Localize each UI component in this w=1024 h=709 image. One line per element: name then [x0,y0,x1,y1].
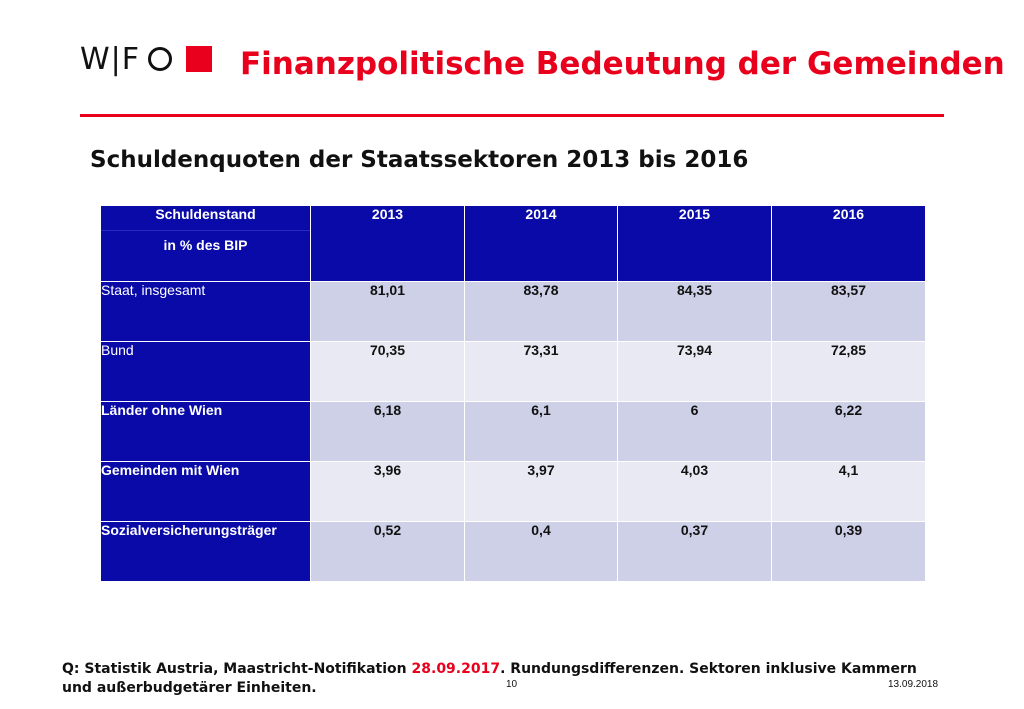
table-row: Gemeinden mit Wien 3,96 3,97 4,03 4,1 [100,461,926,522]
logo-text: W|F [80,41,141,77]
row-label: Länder ohne Wien [100,401,311,462]
cell-value: 72,85 [771,341,926,402]
logo-circle-icon [148,47,173,71]
row-label: Gemeinden mit Wien [100,461,311,522]
logo-square-icon [186,46,213,72]
table-row: Bund 70,35 73,31 73,94 72,85 [100,341,926,402]
cell-value: 84,35 [617,281,772,342]
page-number: 10 [506,679,518,690]
cell-value: 73,31 [464,341,618,402]
year-header: 2014 [464,205,618,282]
table-row: Sozialversicherungsträger 0,52 0,4 0,37 … [100,521,926,582]
source-note: Q: Statistik Austria, Maastricht-Notifik… [62,660,942,698]
cell-value: 4,03 [617,461,772,522]
row-label: Bund [100,341,311,402]
cell-value: 81,01 [310,281,465,342]
wifo-logo: W|F [80,41,213,77]
table-row: Länder ohne Wien 6,18 6,1 6 6,22 [100,401,926,462]
cell-value: 6,22 [771,401,926,462]
cell-value: 0,39 [771,521,926,582]
cell-value: 83,78 [464,281,618,342]
header-line1: Schuldenstand [155,206,256,222]
year-header: 2016 [771,205,926,282]
header-label-cell: Schuldenstand in % des BIP [100,205,311,282]
cell-value: 73,94 [617,341,772,402]
cell-value: 0,37 [617,521,772,582]
row-label: Sozialversicherungsträger [100,521,311,582]
row-label: Staat, insgesamt [100,281,311,342]
debt-ratio-table: Schuldenstand in % des BIP 2013 2014 201… [100,205,926,582]
table-header-row: Schuldenstand in % des BIP 2013 2014 201… [100,205,926,282]
title-divider [80,114,944,117]
cell-value: 4,1 [771,461,926,522]
cell-value: 70,35 [310,341,465,402]
cell-value: 83,57 [771,281,926,342]
cell-value: 6 [617,401,772,462]
cell-value: 3,97 [464,461,618,522]
table-row: Staat, insgesamt 81,01 83,78 84,35 83,57 [100,281,926,342]
slide-date: 13.09.2018 [888,679,939,690]
cell-value: 6,1 [464,401,618,462]
cell-value: 0,4 [464,521,618,582]
year-header: 2015 [617,205,772,282]
cell-value: 6,18 [310,401,465,462]
header-line2: in % des BIP [101,230,310,253]
source-note-date: 28.09.2017 [411,661,501,677]
cell-value: 0,52 [310,521,465,582]
source-note-text-end: . Rundungsdifferenzen. Sektoren inklusiv… [62,661,917,696]
table-heading: Schuldenquoten der Staatssektoren 2013 b… [90,147,749,173]
year-header: 2013 [310,205,465,282]
source-note-text: Q: Statistik Austria, Maastricht-Notifik… [62,661,412,677]
cell-value: 3,96 [310,461,465,522]
slide-title: Finanzpolitische Bedeutung der Gemeinden [240,46,1005,82]
